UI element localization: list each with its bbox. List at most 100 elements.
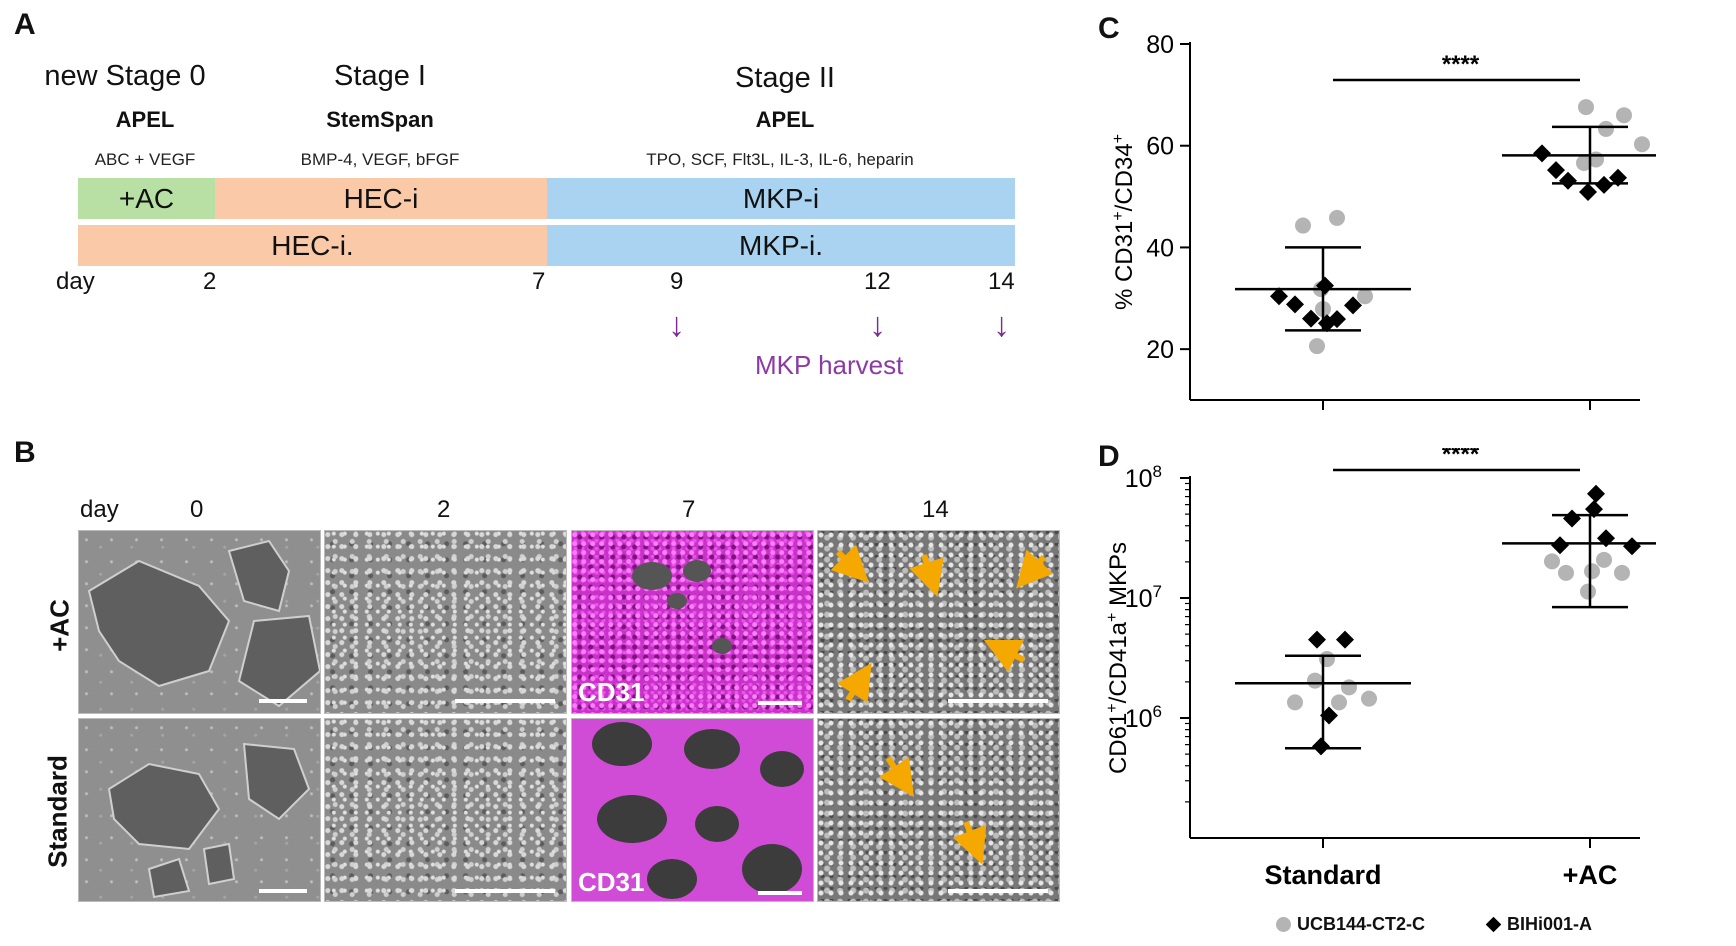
stage0-medium: APEL [115,107,175,132]
scale-bar [758,891,802,895]
y-tick-label: 107 [1125,582,1162,613]
data-point-bihi [1597,529,1615,548]
data-point-ucb [1309,338,1325,355]
colony-shapes [592,722,804,899]
legend-circle-icon [1276,917,1291,932]
data-point-ucb [1598,120,1614,137]
data-point-ucb [1578,99,1594,116]
data-point-bihi [1533,144,1551,163]
colony-shapes [87,539,320,708]
x-category-label: +AC [1563,860,1618,890]
data-point-ucb [1361,690,1377,707]
stage2-medium: APEL [755,107,815,132]
chart-d: 106 107 108 CD61+/CD41a+ MKPs Standard +AC ***… [1104,448,1656,890]
data-point-ucb [1329,209,1345,226]
micro-col-day-14: 14 [922,496,949,523]
micro-ac-day2 [324,530,567,714]
data-point-bihi [1585,500,1603,519]
stage0-title: new Stage 0 [44,60,206,92]
significance-stars: **** [1442,448,1480,468]
y-tick-label: 106 [1125,702,1162,733]
panel-c-letter: C [1098,12,1120,45]
data-point-ucb [1616,107,1632,124]
y-tick-label: 20 [1146,336,1174,364]
data-point-bihi [1308,630,1326,649]
scale-bar [259,699,307,703]
data-point-ucb [1295,217,1311,234]
ac-bar: +AC [78,178,215,219]
stage1-title: Stage I [334,60,426,92]
hec-bar-ac: HEC-i [215,178,547,219]
y-axis-label: % CD31+/CD34+ [1110,134,1138,310]
data-point-bihi [1270,287,1288,306]
data-point-ucb [1341,679,1357,696]
x-category-label: Standard [1264,860,1381,890]
micro-col-day-2: 2 [437,496,451,523]
data-point-bihi [1563,509,1581,528]
data-point-ucb [1584,563,1600,580]
cd31-stain-label-ac: CD31 [578,677,645,707]
micro-row-label-standard: Standard [42,755,73,868]
data-point-bihi [1579,182,1597,201]
legend-item-ucb: UCB144-CT2-C [1276,914,1425,935]
scale-bar [948,889,1048,893]
mkp-bar-standard: MKP-i. [547,225,1015,266]
colony-shapes [107,742,311,899]
scale-bar [758,701,802,705]
panel-b-letter: B [14,436,36,469]
significance-stars: **** [1442,51,1480,78]
data-point-bihi [1587,484,1605,503]
chart-c: 20 40 60 80 % CD31+/CD34+ **** [1110,31,1656,410]
data-point-bihi [1551,536,1569,555]
data-point-bihi [1302,309,1320,328]
micro-day-label: day [80,496,119,523]
data-point-ucb [1614,564,1630,581]
colony-shapes [632,560,732,654]
harvest-arrow-down-icon-12: ↓ [869,306,886,344]
harvest-arrow-down-icon-14: ↓ [993,306,1010,344]
micro-standard-day0 [78,718,321,902]
data-point-ucb [1287,694,1303,711]
data-point-ucb [1634,136,1650,153]
micro-ac-day7: CD31 [571,530,814,714]
scale-bar [259,889,307,893]
legend-label-ucb: UCB144-CT2-C [1297,914,1426,934]
panel-a-letter: A [14,8,36,41]
mkp-bar-ac: MKP-i [547,178,1015,219]
data-point-bihi [1336,630,1354,649]
micro-col-day-7: 7 [682,496,696,523]
micro-ac-day14 [817,530,1060,714]
data-point-bihi [1595,175,1613,194]
stage1-medium: StemSpan [326,107,434,132]
data-point-ucb [1596,551,1612,568]
timeline-day-12: 12 [864,268,891,295]
scale-bar [455,699,555,703]
micro-standard-day7: CD31 [571,718,814,902]
data-point-ucb [1544,553,1560,570]
data-point-ucb [1580,583,1596,600]
panel-d-letter: D [1098,440,1120,473]
hec-bar-standard: HEC-i. [78,225,547,266]
timeline-day-label: day [56,268,95,295]
mkp-harvest-label: MKP harvest [755,350,904,380]
micro-standard-day14 [817,718,1060,902]
legend-item-bihi: BIHi001-A [1485,914,1593,935]
stage0-factors: ABC + VEGF [94,150,196,169]
timeline-day-2: 2 [203,268,217,295]
legend-label-bihi: BIHi001-A [1507,914,1593,934]
y-tick-label: 80 [1146,31,1174,59]
scale-bar [948,699,1048,703]
timeline-day-7: 7 [532,268,546,295]
harvest-arrow-down-icon-9: ↓ [668,306,685,344]
data-point-bihi [1320,706,1338,725]
data-point-bihi [1547,161,1565,180]
data-point-bihi [1559,171,1577,190]
legend-diamond-icon [1485,916,1502,933]
data-point-ucb [1576,155,1592,172]
timeline-day-9: 9 [670,268,684,295]
y-tick-label: 40 [1146,234,1174,262]
timeline-day-14: 14 [988,268,1015,295]
data-point-ucb [1319,651,1335,668]
micro-row-label-ac: +AC [44,599,75,652]
data-point-ucb [1558,564,1574,581]
